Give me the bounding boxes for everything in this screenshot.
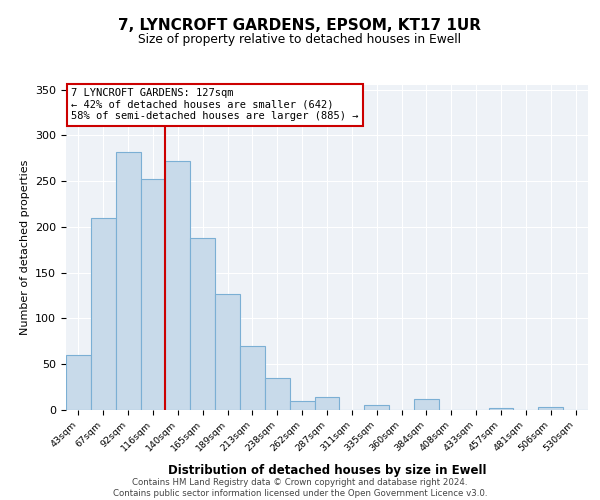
Bar (91, 218, 116, 410)
Bar (140, 180, 166, 410)
Bar (66, 355, 91, 410)
Bar (215, 294, 240, 410)
Bar (240, 346, 265, 410)
X-axis label: Distribution of detached houses by size in Ewell: Distribution of detached houses by size … (168, 464, 486, 477)
Text: 7, LYNCROFT GARDENS, EPSOM, KT17 1UR: 7, LYNCROFT GARDENS, EPSOM, KT17 1UR (119, 18, 482, 32)
Bar (488, 408, 514, 410)
Text: Contains HM Land Registry data © Crown copyright and database right 2024.
Contai: Contains HM Land Registry data © Crown c… (113, 478, 487, 498)
Y-axis label: Number of detached properties: Number of detached properties (20, 160, 29, 335)
Bar (290, 401, 314, 410)
Bar (538, 408, 563, 410)
Text: Size of property relative to detached houses in Ewell: Size of property relative to detached ho… (139, 32, 461, 46)
Bar (364, 404, 389, 410)
Bar (190, 238, 215, 410)
Bar (265, 378, 290, 410)
Text: 7 LYNCROFT GARDENS: 127sqm
← 42% of detached houses are smaller (642)
58% of sem: 7 LYNCROFT GARDENS: 127sqm ← 42% of deta… (71, 88, 359, 122)
Bar (314, 397, 340, 410)
Bar (116, 152, 140, 410)
Bar (166, 161, 190, 410)
Bar (414, 399, 439, 410)
